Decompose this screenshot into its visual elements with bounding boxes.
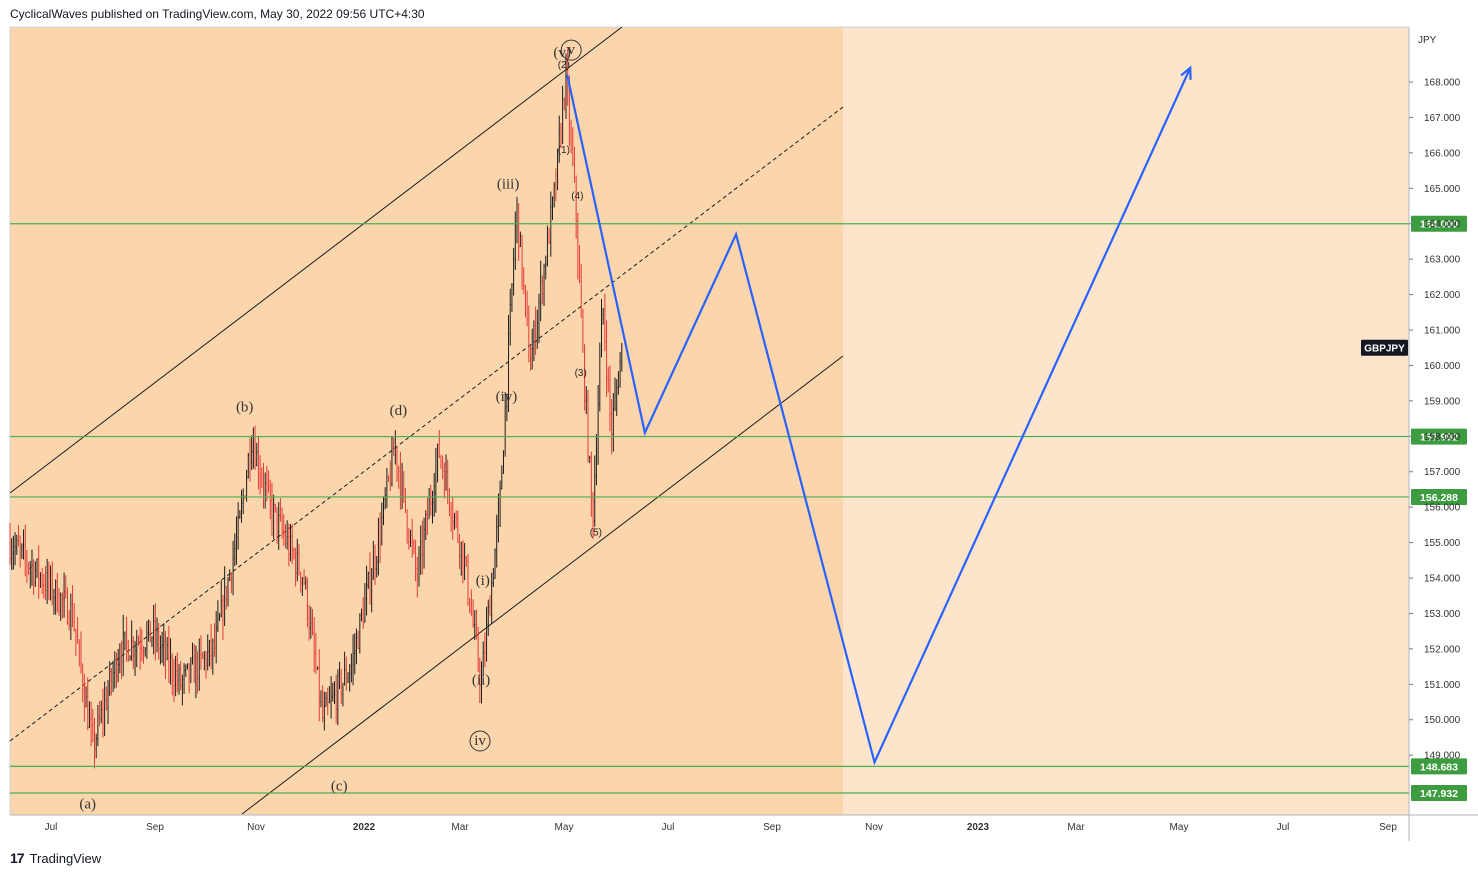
level-badge-label: 156.288 [1420, 492, 1458, 504]
wave-label: (1) [558, 145, 570, 156]
wave-label: (i) [476, 573, 490, 589]
price-tick-label: 167.000 [1424, 113, 1461, 124]
time-tick-label: May [555, 822, 574, 833]
level-badge-label: 164.000 [1420, 219, 1458, 231]
wave-label: (2) [558, 60, 570, 71]
footer-logo-text: TradingView [29, 850, 102, 866]
price-tick-label: 158.000 [1424, 432, 1461, 443]
price-tick-label: 165.000 [1424, 184, 1461, 195]
level-badge [1411, 758, 1467, 775]
price-tick-label: 151.000 [1424, 680, 1461, 691]
wave-label: (4) [571, 191, 583, 202]
time-tick-label: Sep [146, 822, 164, 833]
level-badge [1411, 215, 1467, 232]
circled-wave-label: v [567, 42, 575, 58]
projection-arrowhead [1180, 65, 1192, 80]
time-tick-label: Jul [662, 822, 675, 833]
tradingview-logo-icon: 17 [10, 850, 25, 866]
wave-label: (a) [79, 796, 96, 812]
price-tick-label: 163.000 [1424, 255, 1461, 266]
circled-wave-label: iv [474, 733, 486, 749]
time-tick-label: 2022 [353, 822, 376, 833]
price-tick-label: 166.000 [1424, 148, 1461, 159]
price-tick-label: 161.000 [1424, 326, 1461, 337]
tradingview-footer: 17 TradingView [10, 850, 101, 866]
wave-label: (ii) [472, 672, 490, 688]
level-badge [1411, 488, 1467, 505]
time-tick-label: Mar [1067, 822, 1085, 833]
price-tick-label: 159.000 [1424, 396, 1461, 407]
time-tick-label: Nov [865, 822, 883, 833]
wave-label: (5) [590, 528, 602, 539]
price-tick-label: 152.000 [1424, 644, 1461, 655]
price-tick-label: 153.000 [1424, 609, 1461, 620]
price-tick-label: 157.000 [1424, 467, 1461, 478]
wave-label: (iii) [497, 176, 520, 192]
circled-wave-marker [560, 39, 582, 61]
time-tick-label: Mar [451, 822, 469, 833]
time-tick-label: Sep [763, 822, 781, 833]
price-tick-label: 154.000 [1424, 574, 1461, 585]
wave-label: (d) [390, 403, 408, 419]
time-tick-label: Jul [1277, 822, 1290, 833]
price-axis-panel [1409, 27, 1478, 815]
wave-label: (iv) [496, 389, 518, 405]
wave-label: (c) [331, 779, 348, 795]
time-tick-label: Nov [247, 822, 265, 833]
projection-path [566, 67, 1192, 766]
symbol-badge-label: GBPJPY [1364, 344, 1405, 355]
price-tick-label: 155.000 [1424, 538, 1461, 549]
level-badge-label: 147.932 [1420, 788, 1458, 800]
price-tick-label: 168.000 [1424, 78, 1461, 89]
publisher-caption: CyclicalWaves published on TradingView.c… [10, 7, 425, 21]
price-tick-label: 150.000 [1424, 715, 1461, 726]
price-tick-label: 156.000 [1424, 503, 1461, 514]
time-tick-label: 2023 [967, 822, 990, 833]
currency-label: JPY [1418, 35, 1437, 46]
time-tick-label: Sep [1379, 822, 1397, 833]
wave-label: (b) [236, 399, 254, 415]
level-badge [1411, 428, 1467, 445]
highlight-zone [10, 27, 843, 815]
price-tick-label: 164.000 [1424, 219, 1461, 230]
price-tick-label: 149.000 [1424, 751, 1461, 762]
level-badge-label: 157.992 [1420, 432, 1458, 444]
circled-wave-marker [469, 730, 491, 752]
price-tick-label: 162.000 [1424, 290, 1461, 301]
price-tick-label: 160.000 [1424, 361, 1461, 372]
wave-label: (3) [575, 368, 587, 379]
channel-upper-line [10, 27, 623, 494]
level-badge [1411, 785, 1467, 802]
time-tick-label: Jul [45, 822, 58, 833]
symbol-badge [1361, 339, 1408, 356]
time-tick-label: May [1170, 822, 1189, 833]
channel-lower-line [241, 355, 844, 815]
level-badge-label: 148.683 [1420, 761, 1458, 773]
